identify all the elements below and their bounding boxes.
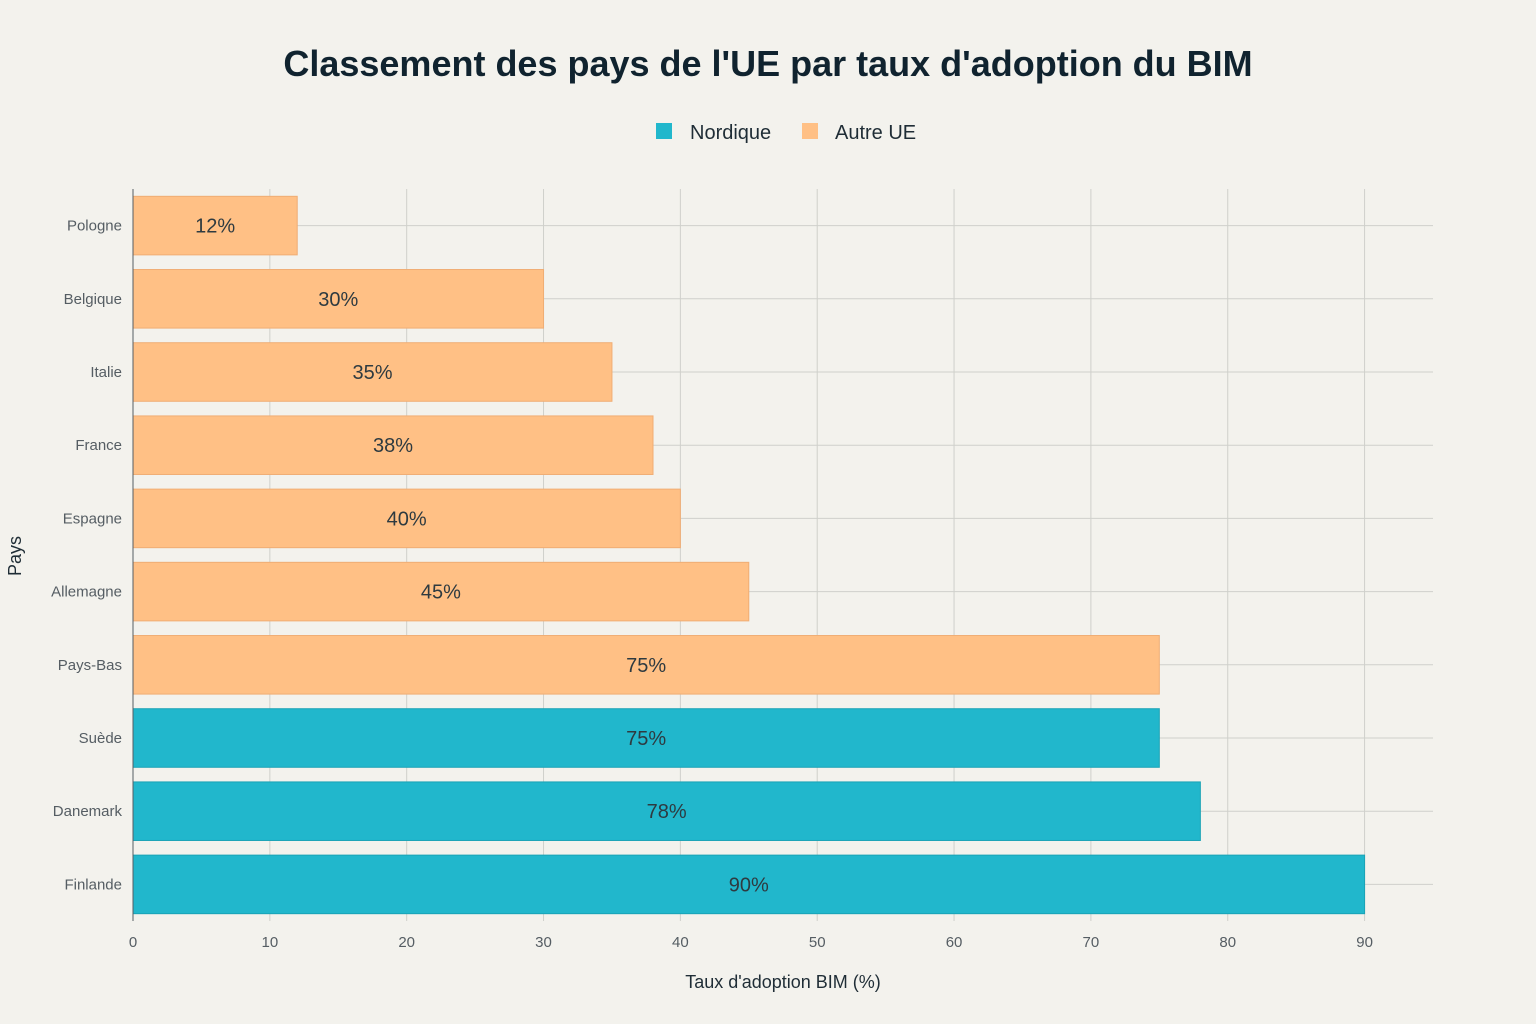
data-label-suede: 75%	[626, 728, 666, 750]
y-tick-label-finlande: Finlande	[64, 876, 122, 893]
x-tick-label-90: 90	[1356, 934, 1373, 951]
y-tick-label-italie: Italie	[90, 364, 122, 381]
bar-danemark	[132, 781, 1201, 841]
x-axis-tick-labels: 0 10 20 30 40 50 60 70 80 90	[129, 934, 1373, 951]
data-label-danemark: 78%	[647, 801, 687, 823]
legend-swatch-nordique	[656, 123, 672, 139]
data-label-belgique: 30%	[318, 289, 358, 311]
bar-italie	[132, 342, 613, 402]
bar-pologne	[132, 195, 298, 256]
legend: Nordique Autre UE	[656, 122, 916, 144]
y-tick-label-espagne: Espagne	[63, 510, 122, 527]
x-tick-label-0: 0	[129, 934, 137, 951]
x-tick-label-60: 60	[946, 934, 963, 951]
y-tick-label-suede: Suède	[79, 730, 122, 747]
x-tick-label-10: 10	[261, 934, 278, 951]
data-label-pays-bas: 75%	[626, 655, 666, 677]
x-tick-label-30: 30	[535, 934, 552, 951]
bar-france	[132, 415, 654, 475]
data-label-pologne: 12%	[195, 216, 235, 238]
bar-suede	[132, 708, 1160, 768]
data-label-allemagne: 45%	[421, 582, 461, 604]
data-label-espagne: 40%	[387, 508, 427, 530]
y-axis-title: Pays	[5, 536, 25, 576]
y-tick-label-danemark: Danemark	[53, 803, 123, 820]
bar-pays-bas	[132, 635, 1160, 695]
x-tick-label-40: 40	[672, 934, 689, 951]
x-tick-label-80: 80	[1219, 934, 1236, 951]
chart-title: Classement des pays de l'UE par taux d'a…	[283, 43, 1252, 84]
bars	[132, 195, 1366, 915]
bar-finlande	[132, 854, 1366, 915]
y-tick-label-france: France	[75, 437, 122, 454]
bar-belgique	[132, 269, 545, 329]
bar-espagne	[132, 488, 681, 549]
y-axis-tick-labels: Pologne Belgique Italie France Espagne Allema…	[51, 218, 122, 894]
x-tick-label-70: 70	[1083, 934, 1100, 951]
x-tick-label-20: 20	[398, 934, 415, 951]
data-label-france: 38%	[373, 435, 413, 457]
data-label-italie: 35%	[352, 362, 392, 384]
y-tick-label-belgique: Belgique	[64, 291, 122, 308]
legend-label-autre-ue: Autre UE	[835, 122, 916, 144]
legend-label-nordique: Nordique	[690, 122, 771, 144]
x-axis-title: Taux d'adoption BIM (%)	[685, 972, 881, 992]
data-labels: 12% 30% 35% 38% 40% 45% 75% 75% 78% 90%	[195, 216, 769, 897]
bar-allemagne	[132, 561, 750, 622]
data-label-finlande: 90%	[729, 874, 769, 896]
legend-swatch-autre-ue	[802, 123, 818, 139]
y-tick-label-pays-bas: Pays-Bas	[58, 657, 122, 674]
y-tick-label-allemagne: Allemagne	[51, 584, 122, 601]
x-tick-label-50: 50	[809, 934, 826, 951]
y-tick-label-pologne: Pologne	[67, 218, 122, 235]
